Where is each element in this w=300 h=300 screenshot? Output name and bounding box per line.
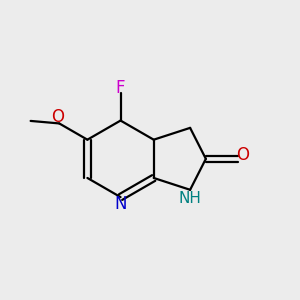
Text: O: O bbox=[51, 108, 64, 126]
Text: N: N bbox=[114, 195, 127, 213]
Text: NH: NH bbox=[179, 190, 202, 206]
Text: F: F bbox=[116, 79, 125, 97]
Text: O: O bbox=[236, 146, 249, 164]
